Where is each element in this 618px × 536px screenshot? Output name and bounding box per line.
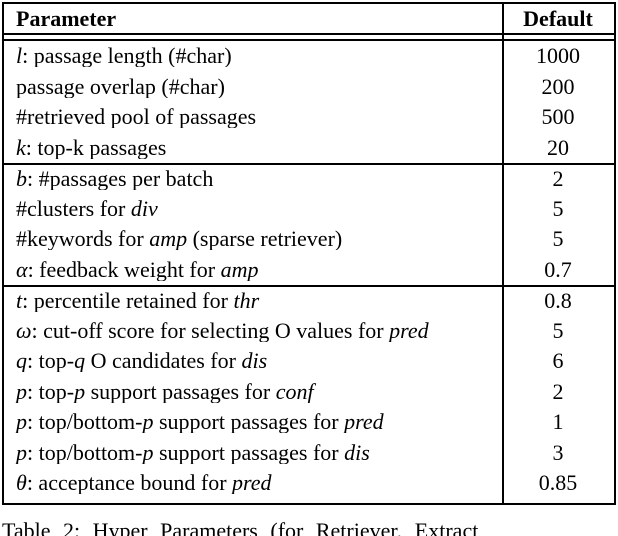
default-value-cell: 2 [552,166,564,192]
table-row: ω: cut-off score for selecting O values … [4,316,614,347]
default-value-cell: 0.85 [538,470,578,496]
default-value-cell: 20 [547,134,569,160]
default-value-cell: 1 [552,409,564,435]
default-value-cell: 1000 [536,43,580,69]
parameter-cell: k: top-k passages [4,137,502,159]
table-row: α: feedback weight for amp 0.7 [4,255,614,286]
parameter-text: : percentile retained for [22,290,234,313]
parameter-variable: θ [16,472,27,495]
parameter-text: : top- [27,380,75,403]
parameter-cell: ω: cut-off score for selecting O values … [4,320,502,342]
table-row: passage overlap (#char) 200 [4,72,614,103]
parameter-text: : top- [27,350,75,373]
parameter-variable: amp [149,228,188,251]
parameter-variable: t [16,290,23,313]
parameter-text: O candidates for [85,350,242,373]
header-divider [4,33,614,41]
parameter-text: : #passages per batch [27,168,214,191]
table-header-row: Parameter Default [4,4,614,33]
default-value-cell: 5 [552,226,564,252]
table-row: p: top/bottom-p support passages for dis… [4,438,614,469]
parameter-text: support passages for [153,411,345,434]
default-value-cell: 5 [552,317,564,343]
parameter-text: : top-k passages [25,136,167,159]
parameter-text: : passage length (#char) [22,45,232,68]
parameter-text: #keywords for [16,228,150,251]
parameter-text: : top/bottom- [27,411,143,434]
parameter-cell: #clusters for div [4,198,502,220]
parameter-variable: l [16,45,23,68]
column-header-default: Default [523,5,593,31]
column-header-parameter: Parameter [16,7,117,30]
table-row: p: top-p support passages for conf 2 [4,377,614,408]
parameter-variable: ω [16,319,32,342]
parameter-text: : top/bottom- [27,441,143,464]
parameter-variable: p [16,380,27,403]
table-row: q: top-q O candidates for dis 6 [4,346,614,377]
table-row: #retrieved pool of passages 500 [4,102,614,133]
parameter-cell: #keywords for amp (sparse retriever) [4,228,502,250]
default-value-cell: 0.7 [544,256,572,282]
parameter-text: : cut-off score for selecting O values f… [31,319,390,342]
table-row: b: #passages per batch 2 [4,163,614,194]
parameter-variable: dis [344,441,370,464]
parameter-text: : feedback weight for [27,258,221,281]
table-row: l: passage length (#char) 1000 [4,41,614,72]
parameter-cell: l: passage length (#char) [4,45,502,67]
hyperparameters-table: Parameter Default l: passage length (#ch… [2,2,616,505]
parameter-variable: pred [389,319,429,342]
parameter-cell: #retrieved pool of passages [4,106,502,128]
parameter-cell: p: top/bottom-p support passages for pre… [4,411,502,433]
parameter-cell: b: #passages per batch [4,168,502,190]
table-body: l: passage length (#char) 1000 passage ove… [4,41,614,499]
table-caption: Table 2: Hyper Parameters (for Retriever… [2,518,479,536]
parameter-variable: thr [233,290,260,313]
parameter-variable: q [74,350,86,373]
table-row: θ: acceptance bound for pred 0.85 [4,468,614,499]
parameter-cell: passage overlap (#char) [4,76,502,98]
parameter-variable: conf [275,380,314,403]
parameter-variable: p [16,441,27,464]
default-value-cell: 0.8 [544,288,572,314]
parameter-cell: p: top/bottom-p support passages for dis [4,442,502,464]
default-value-cell: 2 [552,378,564,404]
parameter-variable: p [142,441,154,464]
parameter-variable: k [16,136,26,159]
table-row: p: top/bottom-p support passages for pre… [4,407,614,438]
parameter-text: #retrieved pool of passages [16,106,257,129]
parameter-text: passage overlap (#char) [16,75,225,98]
default-value-cell: 500 [541,104,575,130]
parameter-variable: div [130,197,158,220]
parameter-variable: b [16,168,27,191]
parameter-text: (sparse retriever) [187,228,343,251]
parameter-text: support passages for [153,441,345,464]
table-row: #clusters for div 5 [4,194,614,225]
parameter-text: : acceptance bound for [26,472,233,495]
parameter-cell: p: top-p support passages for conf [4,381,502,403]
table-row: #keywords for amp (sparse retriever) 5 [4,224,614,255]
parameter-text: #clusters for [16,197,131,220]
table-row: t: percentile retained for thr 0.8 [4,285,614,316]
parameter-variable: p [74,380,86,403]
parameter-cell: θ: acceptance bound for pred [4,472,502,494]
parameter-variable: pred [344,411,384,434]
parameter-cell: q: top-q O candidates for dis [4,350,502,372]
default-value-cell: 6 [552,348,564,374]
table-row: k: top-k passages 20 [4,133,614,164]
parameter-variable: amp [220,258,259,281]
parameter-variable: p [16,411,27,434]
default-value-cell: 200 [541,73,575,99]
parameter-variable: q [16,350,27,373]
parameter-text: support passages for [85,380,276,403]
parameter-cell: α: feedback weight for amp [4,259,502,281]
default-value-cell: 3 [552,439,564,465]
default-value-cell: 5 [552,195,564,221]
parameter-variable: p [142,411,154,434]
parameter-cell: t: percentile retained for thr [4,290,502,312]
parameter-variable: dis [241,350,268,373]
column-divider [502,4,504,503]
parameter-variable: pred [232,472,272,495]
parameter-variable: α [16,258,28,281]
